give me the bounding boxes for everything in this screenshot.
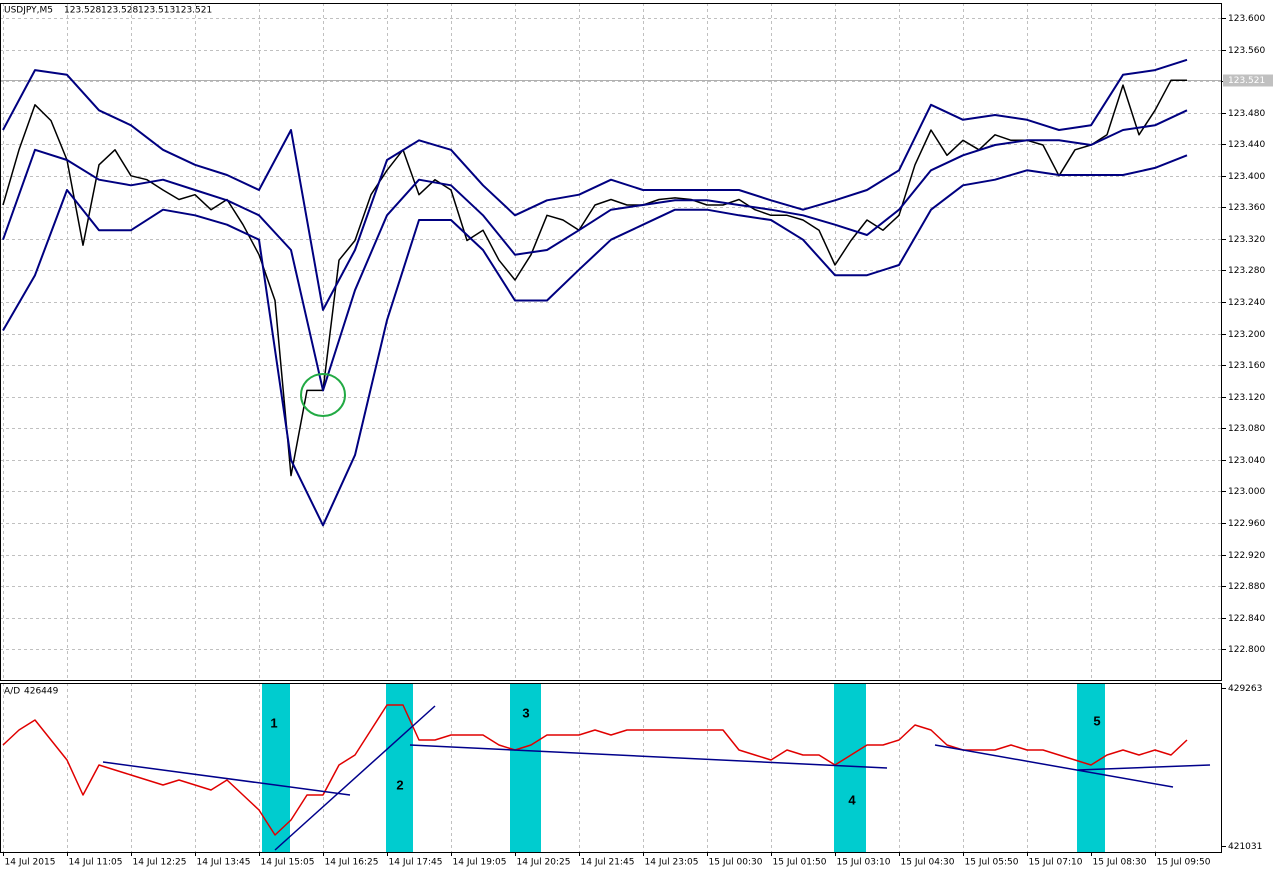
ohlc-value: 123.528 [64, 6, 101, 16]
y-tick-label: 123.600 [1228, 14, 1265, 24]
x-tick-label: 14 Jul 11:05 [69, 858, 123, 868]
trend-line [409, 744, 888, 769]
last-price-box [1223, 74, 1273, 87]
x-tick-label: 14 Jul 12:25 [133, 858, 187, 868]
ohlc-value: 123.521 [175, 6, 212, 16]
symbol-title: USDJPY,M5 [4, 6, 53, 16]
indicator-value: 426449 [24, 687, 59, 697]
highlight-band [834, 683, 866, 852]
highlight-band [386, 683, 413, 852]
highlight-circle [300, 373, 346, 417]
ad-panel-frame [0, 683, 1222, 853]
y-tick-label: 429263 [1228, 684, 1262, 694]
y-tick-label: 123.080 [1228, 424, 1265, 434]
x-tick-label: 14 Jul 20:25 [517, 858, 571, 868]
x-tick-label: 14 Jul 13:45 [197, 858, 251, 868]
highlight-band [1077, 683, 1105, 852]
y-tick-label: 122.920 [1228, 551, 1265, 561]
x-tick-label: 15 Jul 05:50 [965, 858, 1019, 868]
y-tick-label: 123.560 [1228, 46, 1265, 56]
x-tick-label: 15 Jul 09:50 [1157, 858, 1211, 868]
y-tick-label: 123.440 [1228, 140, 1265, 150]
y-tick-label: 123.360 [1228, 203, 1265, 213]
x-tick-label: 15 Jul 00:30 [709, 858, 763, 868]
band-label: 5 [1093, 713, 1100, 728]
y-tick-label: 123.400 [1228, 172, 1265, 182]
highlight-band [262, 683, 290, 852]
band-label: 1 [270, 715, 277, 730]
y-tick-label: 123.240 [1228, 298, 1265, 308]
y-tick-label: 123.280 [1228, 266, 1265, 276]
x-tick-label: 14 Jul 15:05 [261, 858, 315, 868]
y-tick-label: 122.800 [1228, 645, 1265, 655]
series-line [2, 154, 1188, 527]
series-line [2, 109, 1188, 392]
ohlc-value: 123.513 [138, 6, 175, 16]
x-tick-label: 14 Jul 16:25 [325, 858, 379, 868]
highlight-bands [262, 683, 1105, 852]
y-tick-label: 123.000 [1228, 487, 1265, 497]
series-line [2, 704, 1188, 836]
y-tick-label: 122.840 [1228, 614, 1265, 624]
highlight-band [510, 683, 541, 852]
x-tick-label: 15 Jul 04:30 [901, 858, 955, 868]
x-tick-label: 14 Jul 21:45 [581, 858, 635, 868]
y-tick-label: 123.160 [1228, 361, 1265, 371]
series-line [2, 79, 1187, 477]
plot-layer [2, 58, 1188, 836]
price-panel-frame [0, 3, 1222, 681]
band-label: 4 [848, 792, 856, 807]
y-tick-label: 123.480 [1228, 109, 1265, 119]
grid-layer [0, 3, 1222, 852]
x-tick-label: 14 Jul 19:05 [453, 858, 507, 868]
x-tick-label: 14 Jul 17:45 [389, 858, 443, 868]
band-label: 3 [522, 705, 529, 720]
y-tick-label: 123.200 [1228, 330, 1265, 340]
band-label: 2 [396, 777, 403, 792]
y-tick-label: 421031 [1228, 842, 1262, 852]
x-tick-label: 14 Jul 23:05 [645, 858, 699, 868]
trend-line [274, 705, 436, 851]
series-line [2, 58, 1188, 311]
y-tick-label: 122.960 [1228, 519, 1265, 529]
y-tick-label: 122.880 [1228, 582, 1265, 592]
last-price-label: 123.521 [1228, 76, 1265, 86]
trend-line [1077, 764, 1211, 771]
trend-lines [102, 705, 1211, 851]
x-tick-label: 15 Jul 07:10 [1029, 858, 1083, 868]
trend-line [102, 761, 351, 796]
x-tick-label: 15 Jul 08:30 [1093, 858, 1147, 868]
x-tick-label: 15 Jul 03:10 [837, 858, 891, 868]
trend-line [934, 744, 1174, 788]
indicator-title: A/D [4, 687, 20, 697]
x-tick-label: 14 Jul 2015 [5, 858, 56, 868]
y-tick-label: 123.040 [1228, 456, 1265, 466]
ohlc-value: 123.528 [101, 6, 138, 16]
x-tick-label: 15 Jul 01:50 [773, 858, 827, 868]
y-tick-label: 123.320 [1228, 235, 1265, 245]
y-tick-label: 123.120 [1228, 393, 1265, 403]
